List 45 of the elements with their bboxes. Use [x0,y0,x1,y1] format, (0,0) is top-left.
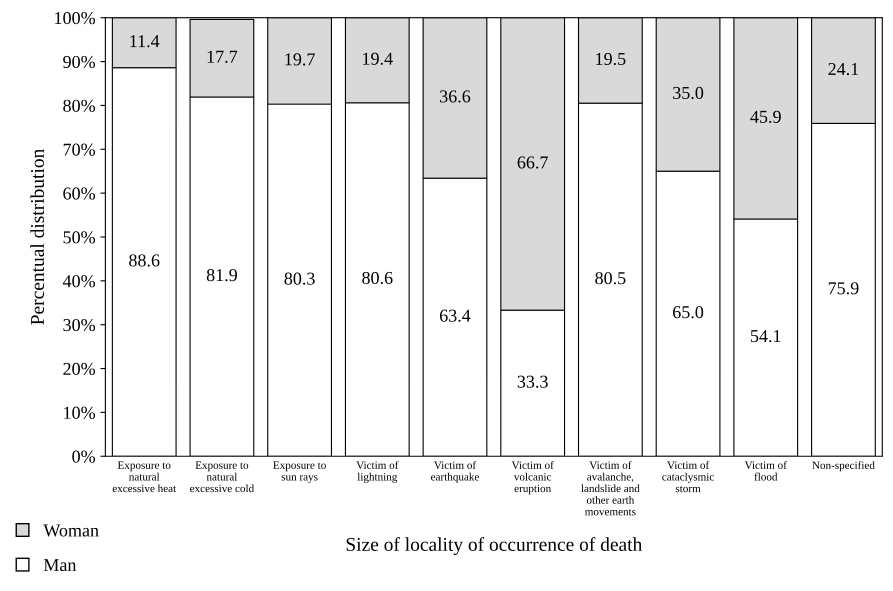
x-tick-label: Exposure to natural excessive cold [190,462,254,492]
y-tick-label: 70% [64,144,96,156]
y-tick-label: 40% [62,275,96,288]
data-label: 65.0 [673,306,704,318]
data-label: 81.9 [206,269,237,282]
y-tick-label: 90% [63,56,96,68]
x-axis-title: Size of locality of occurrence of death [346,537,642,555]
data-label: 80.6 [362,272,393,284]
x-tick-label: Victim of cataclysmic storm [662,461,714,492]
legend-label: Man [44,559,76,572]
y-tick-label: 30% [63,318,96,332]
y-tick-label: 10% [64,406,96,419]
data-label: 75.9 [828,282,858,294]
data-label: 36.6 [440,90,470,103]
y-tick-label: 20% [63,362,96,376]
data-label: 88.6 [129,254,160,267]
y-axis-title: Percentual distribution [30,148,44,325]
y-tick-label: 100% [55,12,96,24]
x-tick-label: Non-specified [812,461,875,472]
data-label: 63.4 [440,310,470,322]
data-label: 19.7 [285,53,315,66]
data-label: 66.7 [518,156,548,169]
x-tick-label: Exposure to natural excessive heat [112,462,176,492]
data-label: 19.4 [363,52,393,65]
x-tick-label: Victim of avalanche, landslide and other earth movements [581,461,640,516]
data-label: 80.5 [595,272,626,284]
data-label: 80.3 [284,272,315,285]
data-label: 11.4 [130,35,160,48]
data-label: 17.7 [208,50,238,63]
x-tick-label: Victim of earthquake [431,461,479,483]
x-tick-label: Victim of volcanic eruption [512,461,554,494]
x-tick-label: Victim of lightning [356,461,398,483]
y-tick-label: 60% [63,187,96,200]
legend-label: Woman [43,524,99,537]
x-tick-label: Victim of flood [744,461,787,481]
data-label: 19.5 [596,52,626,66]
y-tick-label: 50% [64,231,96,244]
x-tick-label: Exposure to sun rays [273,462,326,483]
data-label: 54.1 [751,330,780,342]
y-tick-label: 0% [72,450,96,463]
data-label: 35.0 [673,86,704,100]
data-label: 24.1 [828,62,858,76]
data-label: 45.9 [750,110,781,123]
data-label: 33.3 [518,376,548,388]
y-tick-label: 80% [63,100,96,112]
